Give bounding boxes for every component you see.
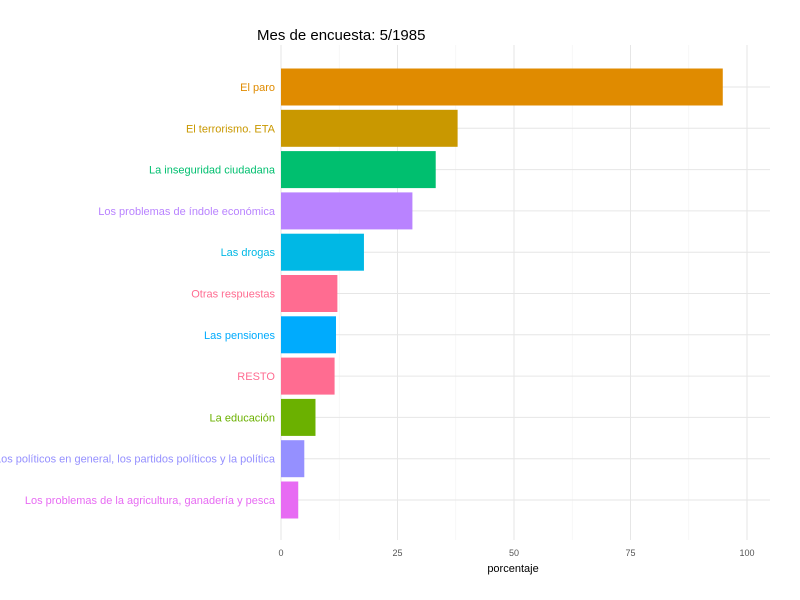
category-label: La inseguridad ciudadana [149,165,276,177]
x-tick-label: 25 [392,548,402,558]
category-label: Los problemas de índole económica [98,206,276,218]
x-axis-title: porcentaje [487,563,538,575]
category-label: Las drogas [221,247,276,259]
category-label: Las pensiones [204,330,275,342]
category-label: El terrorismo. ETA [186,123,276,135]
chart-title: Mes de encuesta: 5/1985 [257,27,425,44]
category-labels: El paro El terrorismo. ETA La inseguridad … [0,82,276,507]
bars [281,68,723,519]
x-tick-label: 0 [278,548,283,558]
bar [281,316,336,354]
bar [281,440,305,478]
category-label: Los problemas de la agricultura, ganader… [25,495,276,507]
category-label: La educación [210,412,275,424]
bar [281,233,364,271]
bar [281,398,316,436]
bar [281,275,338,312]
category-label: RESTO [237,371,275,383]
category-label: Los políticos en general, los partidos p… [0,454,276,466]
bar [281,151,436,189]
bar [281,109,458,147]
bar [281,192,413,230]
x-tick-label: 100 [739,548,754,558]
category-label: El paro [240,82,275,94]
x-tick-label: 75 [625,548,635,558]
x-tick-labels: 0 25 50 75 100 [278,548,754,558]
bar [281,357,335,395]
category-label: Otras respuestas [191,289,275,301]
x-tick-label: 50 [509,548,519,558]
bar [281,68,723,106]
bar [281,481,299,519]
